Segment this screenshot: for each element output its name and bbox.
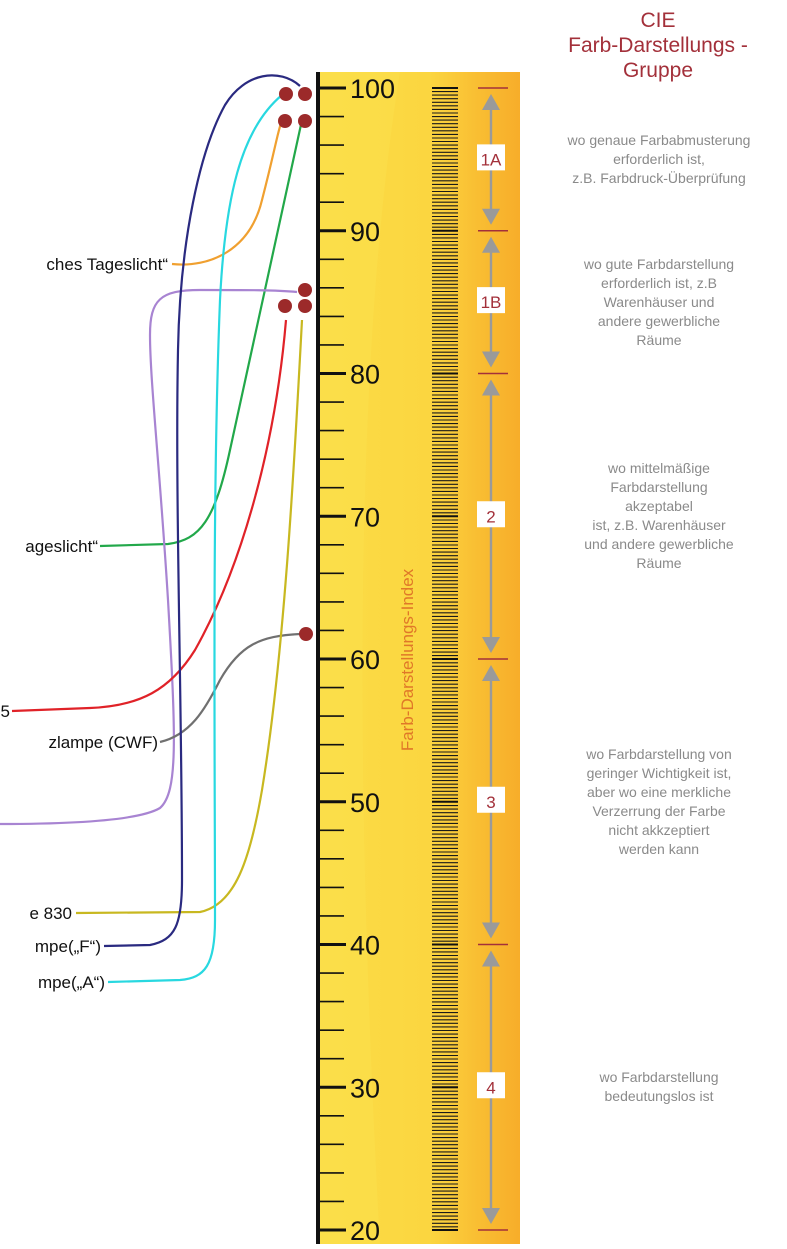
description-line: Farbdarstellung: [610, 479, 708, 496]
tick-label: 30: [350, 1073, 380, 1103]
group-description: wo gute Farbdarstellung erforderlich ist,…: [534, 255, 784, 350]
group-header: CIE Farb-Darstellungs - Gruppe: [538, 8, 778, 83]
group-label: 3: [486, 793, 495, 812]
lamp-dot: [278, 299, 292, 313]
group-label: 2: [486, 507, 495, 526]
description-line: aber wo eine merkliche: [587, 783, 731, 800]
curve-cyan: [107, 94, 283, 984]
lamp-dot: [298, 283, 312, 297]
axis-ticks: [318, 86, 346, 1232]
group-label: 1A: [481, 150, 502, 169]
description-line: andere gewerbliche: [597, 312, 721, 329]
group-label-bg: [477, 1072, 505, 1099]
description-line: erforderlich ist, z.B: [601, 274, 717, 291]
group-arrow-head-up: [482, 94, 500, 110]
header-line: Gruppe: [622, 59, 694, 82]
tick-label: 40: [350, 931, 380, 961]
group-arrow-head-down: [482, 1208, 500, 1224]
lamp-dot: [299, 627, 313, 641]
group-label-bg: [477, 144, 505, 171]
group-ranges: 1A 1B 2 3 4: [477, 87, 508, 1231]
lamp-curves: [0, 74, 304, 984]
tick-label: 70: [350, 502, 380, 532]
header-line: CIE: [640, 9, 676, 32]
description-line: bedeutungslos ist: [604, 1088, 714, 1105]
description-line: Warenhäuser und: [603, 293, 715, 310]
tick-label: 20: [350, 1216, 380, 1244]
lamp-label: e 830: [29, 904, 72, 923]
curve-gray: [159, 632, 301, 744]
group-arrow-head-up: [482, 236, 500, 253]
group-label-bg: [477, 786, 505, 813]
lamp-label: mpe(„A“): [38, 973, 105, 992]
tick-label: 60: [350, 645, 380, 675]
description-line: ist, z.B. Warenhäuser: [592, 517, 726, 534]
tick-label: 90: [350, 217, 380, 247]
description-line: wo mittelmäßige: [608, 460, 710, 477]
lamp-dot: [279, 87, 293, 101]
description-line: wo genaue Farbabmusterung: [567, 131, 751, 148]
lamp-dot: [298, 299, 312, 313]
fine-tick-comb: [432, 87, 458, 1231]
lamp-dots: [278, 87, 313, 641]
description-line: geringer Wichtigkeit ist,: [586, 764, 732, 781]
group-arrow-head-down: [482, 637, 500, 653]
lamp-labels: ches Tageslicht“ ageslicht“ 5 zlampe (CW…: [1, 255, 169, 992]
group-description: wo mittelmäßige Farbdarstellung akzeptabel…: [534, 459, 784, 573]
group-label: 1B: [481, 293, 502, 312]
curve-navy: [103, 74, 301, 948]
curve-olive: [75, 319, 304, 915]
description-line: Räume: [636, 555, 682, 572]
lamp-dot: [278, 114, 292, 128]
curve-orange: [171, 119, 284, 266]
description-line: werden kann: [618, 840, 700, 857]
description-line: nicht akkzeptiert: [608, 821, 710, 838]
group-description: wo Farbdarstellung bedeutungslos ist: [534, 1068, 784, 1106]
lamp-label: ches Tageslicht“: [46, 255, 168, 274]
group-arrow-head-up: [482, 665, 500, 681]
tick-label: 100: [350, 74, 395, 104]
lamp-label: 5: [1, 702, 10, 721]
group-label: 4: [486, 1078, 495, 1097]
description-line: und andere gewerbliche: [584, 536, 734, 553]
group-description: wo Farbdarstellung von geringer Wichtigke…: [534, 745, 784, 859]
curve-red: [11, 319, 288, 713]
group-arrow-head-up: [482, 379, 500, 396]
lamp-dot: [298, 87, 312, 101]
description-line: wo gute Farbdarstellung: [583, 255, 735, 272]
description-line: wo Farbdarstellung: [599, 1069, 719, 1086]
group-arrow-head-down: [482, 208, 500, 225]
description-line: Verzerrung der Farbe: [592, 802, 726, 819]
description-line: erforderlich ist,: [613, 150, 705, 167]
group-label-bg: [477, 287, 505, 314]
ruler-background: [318, 72, 520, 1244]
description-line: wo Farbdarstellung von: [586, 745, 732, 762]
group-arrow-head-up: [482, 950, 500, 967]
axis-tick-labels: 100 90 80 70 60 50 40 30 20: [350, 74, 395, 1246]
lamp-label: mpe(„F“): [35, 937, 101, 956]
tick-label: 50: [350, 788, 380, 818]
lamp-dot: [298, 114, 312, 128]
description-line: Räume: [636, 331, 682, 348]
lamp-label: zlampe (CWF): [48, 733, 158, 752]
curve-purple: [0, 288, 298, 826]
lamp-label: ageslicht“: [25, 537, 98, 556]
ruler-highlight: [318, 72, 400, 1244]
curve-green: [99, 119, 304, 548]
tick-label: 80: [350, 360, 380, 390]
group-description: wo genaue Farbabmusterung erforderlich is…: [534, 131, 784, 188]
axis-title: Farb-Darstellungs-Index: [398, 568, 417, 751]
group-arrow-head-down: [482, 351, 500, 368]
header-line: Farb-Darstellungs -: [568, 34, 748, 57]
group-label-bg: [477, 501, 505, 528]
description-line: akzeptabel: [625, 498, 693, 515]
description-line: z.B. Farbdruck-Überprüfung: [572, 169, 746, 186]
group-arrow-head-down: [482, 922, 500, 939]
